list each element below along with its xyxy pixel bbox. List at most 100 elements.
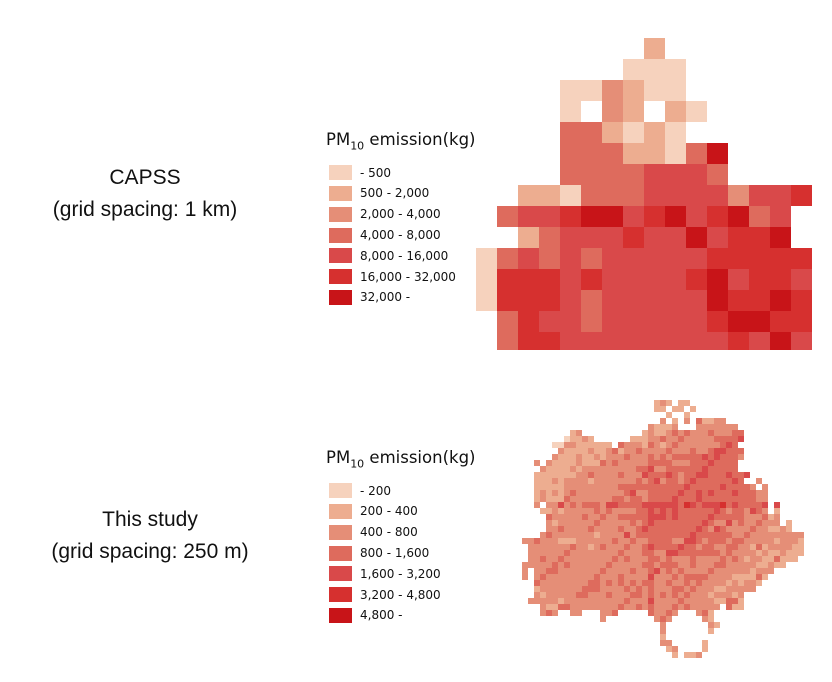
grid-cell [558, 544, 564, 550]
grid-cell [690, 550, 696, 556]
grid-cell [684, 574, 690, 580]
grid-cell [708, 484, 714, 490]
grid-cell [602, 164, 623, 185]
grid-cell [560, 206, 581, 227]
grid-cell [594, 580, 600, 586]
grid-cell [791, 311, 812, 332]
grid-cell [720, 436, 726, 442]
grid-cell [666, 526, 672, 532]
grid-cell [726, 580, 732, 586]
grid-cell [666, 514, 672, 520]
grid-cell [756, 526, 762, 532]
grid-cell [684, 454, 690, 460]
grid-cell [738, 490, 744, 496]
grid-cell [648, 430, 654, 436]
grid-cell [648, 472, 654, 478]
grid-cell [594, 442, 600, 448]
legend-label: 3,200 - 4,800 [360, 587, 441, 602]
grid-cell [666, 556, 672, 562]
grid-cell [594, 550, 600, 556]
grid-cell [756, 532, 762, 538]
grid-cell [672, 514, 678, 520]
grid-cell [497, 248, 518, 269]
grid-cell [642, 502, 648, 508]
legend-item: 200 - 400 [326, 501, 475, 522]
grid-cell [636, 484, 642, 490]
grid-cell [686, 332, 707, 350]
grid-cell [732, 490, 738, 496]
grid-cell [612, 604, 618, 610]
grid-cell [600, 586, 606, 592]
grid-cell [564, 442, 570, 448]
grid-cell [660, 496, 666, 502]
grid-cell [702, 592, 708, 598]
grid-cell [588, 496, 594, 502]
grid-cell [666, 496, 672, 502]
grid-cell [732, 502, 738, 508]
grid-cell [600, 568, 606, 574]
grid-cell [708, 598, 714, 604]
grid-cell [654, 514, 660, 520]
grid-cell [666, 490, 672, 496]
grid-cell [714, 496, 720, 502]
grid-cell [684, 448, 690, 454]
grid-cell [726, 508, 732, 514]
grid-cell [564, 520, 570, 526]
grid-cell [528, 550, 534, 556]
grid-cell [672, 598, 678, 604]
grid-cell [594, 490, 600, 496]
grid-cell [618, 598, 624, 604]
grid-cell [726, 574, 732, 580]
grid-cell [618, 460, 624, 466]
grid-cell [690, 544, 696, 550]
grid-cell [774, 550, 780, 556]
grid-cell [518, 290, 539, 311]
grid-cell [546, 568, 552, 574]
grid-cell [702, 646, 708, 652]
grid-cell [558, 490, 564, 496]
grid-cell [750, 520, 756, 526]
grid-cell [534, 550, 540, 556]
grid-cell [714, 580, 720, 586]
grid-cell [696, 502, 702, 508]
grid-cell [738, 556, 744, 562]
grid-cell [570, 556, 576, 562]
grid-cell [660, 448, 666, 454]
grid-cell [762, 556, 768, 562]
grid-cell [684, 568, 690, 574]
grid-cell [602, 290, 623, 311]
grid-cell [534, 586, 540, 592]
legend-swatch [329, 289, 352, 305]
grid-cell [588, 478, 594, 484]
grid-cell [582, 502, 588, 508]
grid-cell [560, 248, 581, 269]
grid-cell [728, 227, 749, 248]
grid-cell [732, 550, 738, 556]
grid-cell [564, 568, 570, 574]
grid-cell [642, 460, 648, 466]
grid-cell [624, 556, 630, 562]
grid-cell [672, 460, 678, 466]
legend-label: 500 - 2,000 [360, 186, 430, 201]
grid-cell [624, 472, 630, 478]
grid-cell [665, 311, 686, 332]
grid-cell [582, 460, 588, 466]
grid-cell [588, 544, 594, 550]
grid-cell [732, 460, 738, 466]
grid-cell [738, 508, 744, 514]
grid-cell [570, 472, 576, 478]
grid-cell [738, 574, 744, 580]
grid-cell [630, 586, 636, 592]
grid-cell [630, 556, 636, 562]
grid-cell [648, 478, 654, 484]
grid-cell [665, 185, 686, 206]
grid-cell [732, 430, 738, 436]
grid-cell [540, 562, 546, 568]
grid-cell [708, 622, 714, 628]
grid-cell [558, 466, 564, 472]
grid-cell [606, 568, 612, 574]
grid-cell [623, 311, 644, 332]
grid-cell [648, 502, 654, 508]
grid-cell [696, 430, 702, 436]
grid-cell [660, 604, 666, 610]
